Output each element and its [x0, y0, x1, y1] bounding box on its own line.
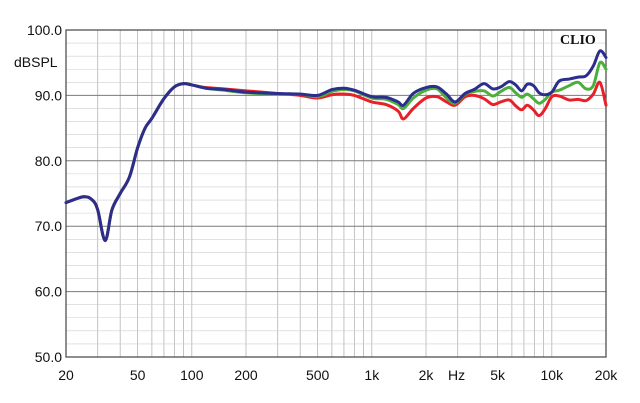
y-tick-label: 80.0 — [35, 153, 62, 169]
x-tick-label: 10k — [541, 367, 565, 383]
series-layer — [64, 49, 608, 243]
y-tick-label: 90.0 — [35, 87, 62, 103]
x-tick-label: 500 — [306, 367, 330, 383]
x-tick-label: 20 — [58, 367, 74, 383]
y-tick-label: 60.0 — [35, 284, 62, 300]
y-tick-label: 100.0 — [27, 22, 62, 38]
y-tick-labels: 50.0 60.0 70.0 80.0 90.0 100.0 — [27, 22, 62, 365]
x-tick-label: 50 — [130, 367, 146, 383]
x-tick-label: 200 — [234, 367, 258, 383]
x-tick-label: 5k — [490, 367, 506, 383]
y-axis-label: dBSPL — [14, 54, 58, 70]
x-tick-label: 1k — [364, 367, 380, 383]
x-unit-label: Hz — [448, 367, 465, 383]
y-tick-label: 50.0 — [35, 349, 62, 365]
minor-gridlines — [65, 30, 607, 357]
plot-frame — [65, 29, 607, 358]
x-tick-labels: 20 50 100 200 500 1k 2k 5k 10k 20k — [58, 367, 618, 383]
blue-series-line — [64, 49, 608, 243]
y-tick-label: 70.0 — [35, 218, 62, 234]
clio-brand-label: CLIO — [560, 33, 596, 48]
x-tick-label: 20k — [595, 367, 619, 383]
x-tick-label: 2k — [419, 367, 435, 383]
x-tick-label: 100 — [180, 367, 204, 383]
